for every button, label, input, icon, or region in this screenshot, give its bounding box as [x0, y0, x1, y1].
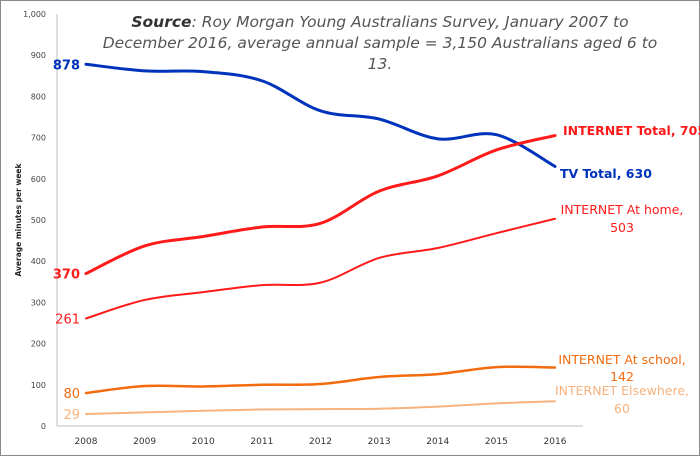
y-tick-label: 900 [31, 51, 46, 60]
y-tick-label: 800 [31, 92, 46, 101]
end-label-value-internet-at-home: 503 [610, 220, 634, 235]
source-label: Source [131, 13, 192, 31]
end-label-tv-total: TV Total, 630 [560, 166, 652, 181]
x-tick-label: 2014 [426, 437, 449, 447]
y-tick-label: 0 [41, 422, 46, 431]
y-tick-label: 500 [31, 216, 46, 225]
x-tick-label: 2010 [192, 437, 215, 447]
end-label-value-internet-elsewhere: 60 [614, 401, 630, 416]
end-label-internet-at-school: INTERNET At school, [558, 352, 685, 367]
x-tick-label: 2016 [544, 437, 567, 447]
series-line-internet-at-school [84, 365, 557, 395]
y-tick-label: 700 [31, 134, 46, 143]
series-line-internet-total [84, 134, 557, 276]
chart-source-note: Source: Roy Morgan Young Australians Sur… [100, 12, 660, 75]
start-label-internet-at-home: 261 [55, 312, 80, 327]
end-label-value-internet-at-school: 142 [610, 369, 634, 384]
end-label-internet-elsewhere: INTERNET Elsewhere, [555, 383, 689, 398]
y-tick-label: 300 [31, 298, 46, 307]
x-tick-label: 2013 [368, 437, 391, 447]
start-label-internet-elsewhere: 29 [63, 408, 80, 423]
x-tick-label: 2012 [309, 437, 332, 447]
series-line-internet-elsewhere [85, 400, 556, 416]
x-tick-label: 2009 [133, 437, 156, 447]
source-text: : Roy Morgan Young Australians Survey, J… [102, 13, 658, 73]
y-tick-label: 1,000 [23, 10, 46, 19]
x-tick-label: 2008 [75, 437, 98, 447]
start-label-tv-total: 878 [53, 58, 80, 73]
y-tick-label: 100 [31, 381, 46, 390]
y-tick-label: 600 [31, 175, 46, 184]
start-label-internet-at-school: 80 [63, 387, 80, 402]
end-label-internet-total: INTERNET Total, 705 [563, 123, 700, 138]
x-tick-label: 2015 [485, 437, 508, 447]
x-tick-label: 2011 [250, 437, 273, 447]
y-axis-title: Average minutes per week [14, 162, 23, 276]
series-line-internet-at-home [85, 217, 556, 320]
y-tick-label: 400 [31, 257, 46, 266]
series-line-tv-total [84, 62, 557, 168]
start-label-internet-total: 370 [53, 268, 80, 283]
end-label-internet-at-home: INTERNET At home, [561, 202, 684, 217]
y-tick-label: 200 [31, 340, 46, 349]
